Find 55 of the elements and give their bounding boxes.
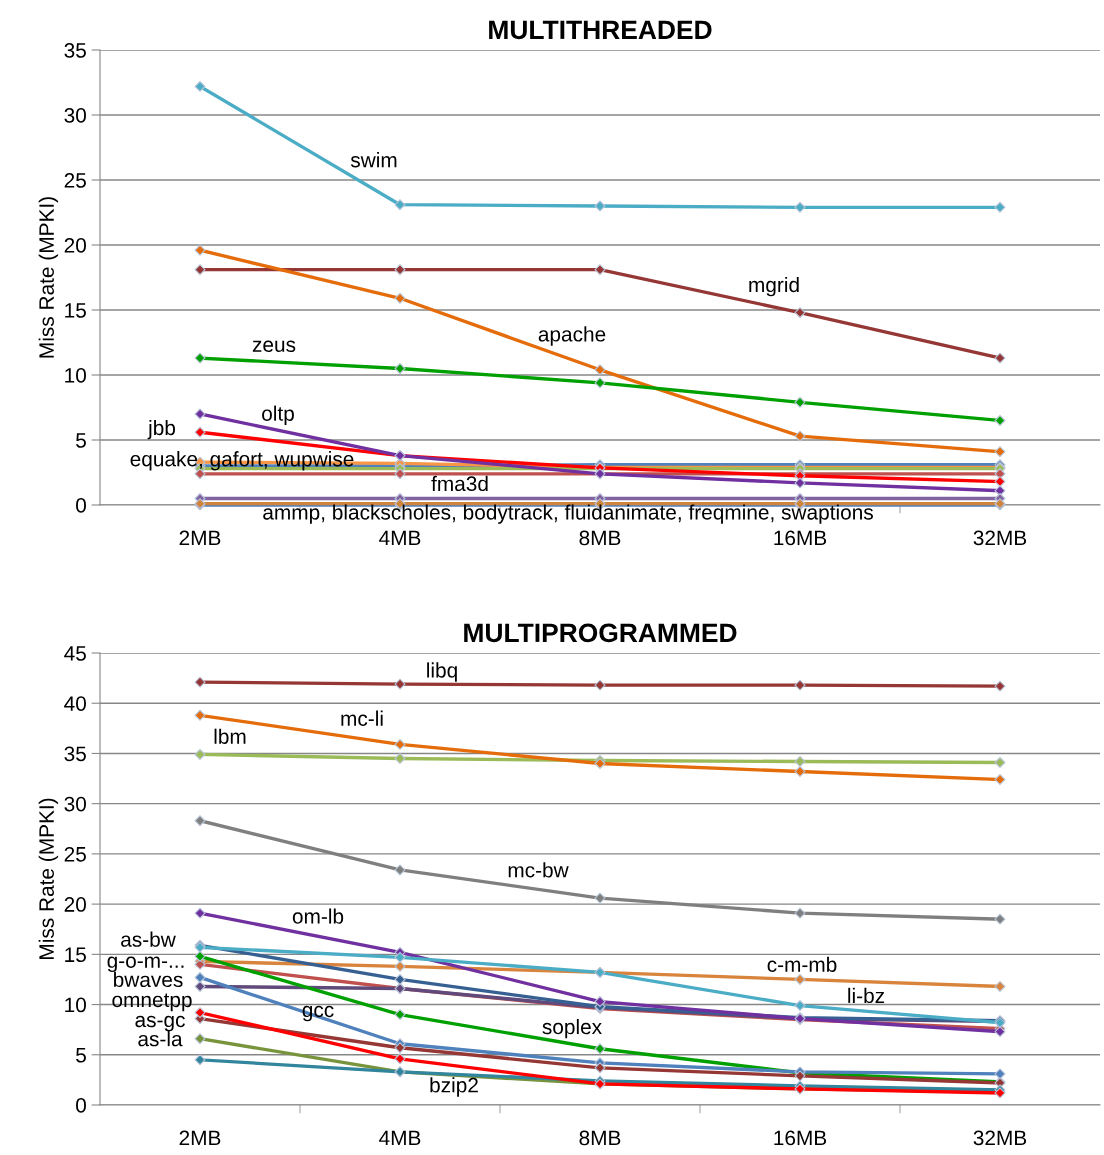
- annotation: oltp: [262, 405, 294, 426]
- y-tick-label: 10: [65, 997, 86, 1013]
- x-tick-label: 2MB: [179, 1130, 221, 1146]
- chart-title: MULTIPROGRAMMED: [464, 623, 737, 643]
- y-tick-label: 15: [65, 947, 86, 963]
- x-tick-label: 16MB: [774, 530, 827, 546]
- y-tick-label: 35: [64, 43, 86, 58]
- annotation: jbb: [147, 419, 176, 440]
- annotation: omnetpp: [112, 993, 192, 1012]
- x-tick-label: 8MB: [579, 530, 621, 546]
- y-tick-label: 30: [64, 796, 86, 812]
- annotation: mgrid: [749, 276, 799, 297]
- annotation: lbm: [214, 728, 246, 744]
- y-tick-label: 25: [64, 173, 86, 188]
- annotation: as-bw: [121, 931, 176, 947]
- annotation: as-la: [138, 1031, 183, 1047]
- y-tick-label: 25: [64, 846, 86, 862]
- annotation: li-bz: [848, 987, 885, 1004]
- x-tick-label: 4MB: [379, 530, 421, 546]
- annotation: mc-li: [341, 710, 383, 726]
- y-axis-title: Miss Rate (MPKI): [38, 197, 59, 358]
- y-axis-title: Miss Rate (MPKI): [38, 798, 59, 959]
- annotation: swim: [350, 152, 397, 168]
- y-tick-label: 35: [64, 746, 86, 762]
- x-tick-label: 8MB: [579, 1130, 621, 1146]
- x-tick-label: 32MB: [973, 1130, 1027, 1146]
- y-tick-label: 40: [64, 696, 86, 711]
- annotation: ammp, blackscholes, bodytrack, fluidanimate, freqmine, swaptions: [263, 504, 873, 524]
- x-tick-label: 16MB: [774, 1130, 827, 1146]
- y-tick-label: 20: [64, 897, 86, 912]
- annotation: bzip2: [430, 1077, 478, 1097]
- annotation: bwaves: [114, 971, 183, 988]
- y-tick-label: 15: [65, 303, 86, 318]
- annotation: mc-bw: [508, 862, 569, 878]
- y-tick-label: 30: [64, 108, 86, 123]
- annotation: c-m-mb: [767, 956, 837, 972]
- y-tick-label: 0: [76, 1098, 86, 1113]
- y-tick-label: 0: [76, 498, 86, 513]
- annotation: soplex: [542, 1018, 602, 1039]
- y-tick-label: 5: [76, 433, 86, 448]
- y-tick-label: 20: [64, 238, 86, 253]
- y-tick-label: 45: [64, 646, 86, 661]
- annotation: zeus: [252, 340, 296, 352]
- x-tick-label: 2MB: [179, 530, 221, 546]
- annotation: libq: [427, 662, 457, 682]
- x-tick-label: 32MB: [973, 530, 1027, 546]
- annotation: g-o-m-...: [107, 956, 184, 973]
- annotation: apache: [538, 326, 606, 346]
- annotation: om-lb: [292, 908, 344, 924]
- x-tick-label: 4MB: [379, 1130, 421, 1146]
- annotation: fma3d: [431, 475, 488, 492]
- annotation: as-gc: [135, 1015, 185, 1032]
- chart-title: MULTITHREADED: [489, 20, 712, 40]
- y-tick-label: 10: [65, 368, 86, 383]
- y-tick-label: 5: [76, 1047, 86, 1063]
